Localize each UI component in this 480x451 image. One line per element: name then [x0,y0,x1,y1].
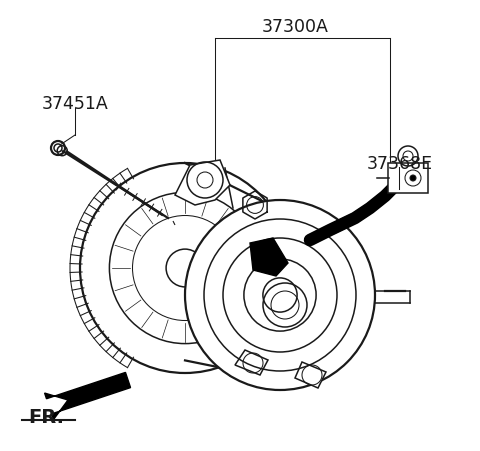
Text: 37300A: 37300A [262,18,328,36]
Polygon shape [250,238,288,276]
Polygon shape [295,362,326,388]
Text: 37451A: 37451A [42,95,108,113]
Text: FR.: FR. [28,408,64,427]
Polygon shape [175,160,230,205]
Circle shape [185,200,375,390]
Text: 37368E: 37368E [367,155,433,173]
FancyBboxPatch shape [388,163,428,193]
Polygon shape [235,350,268,375]
Polygon shape [45,373,131,419]
Circle shape [410,175,416,181]
